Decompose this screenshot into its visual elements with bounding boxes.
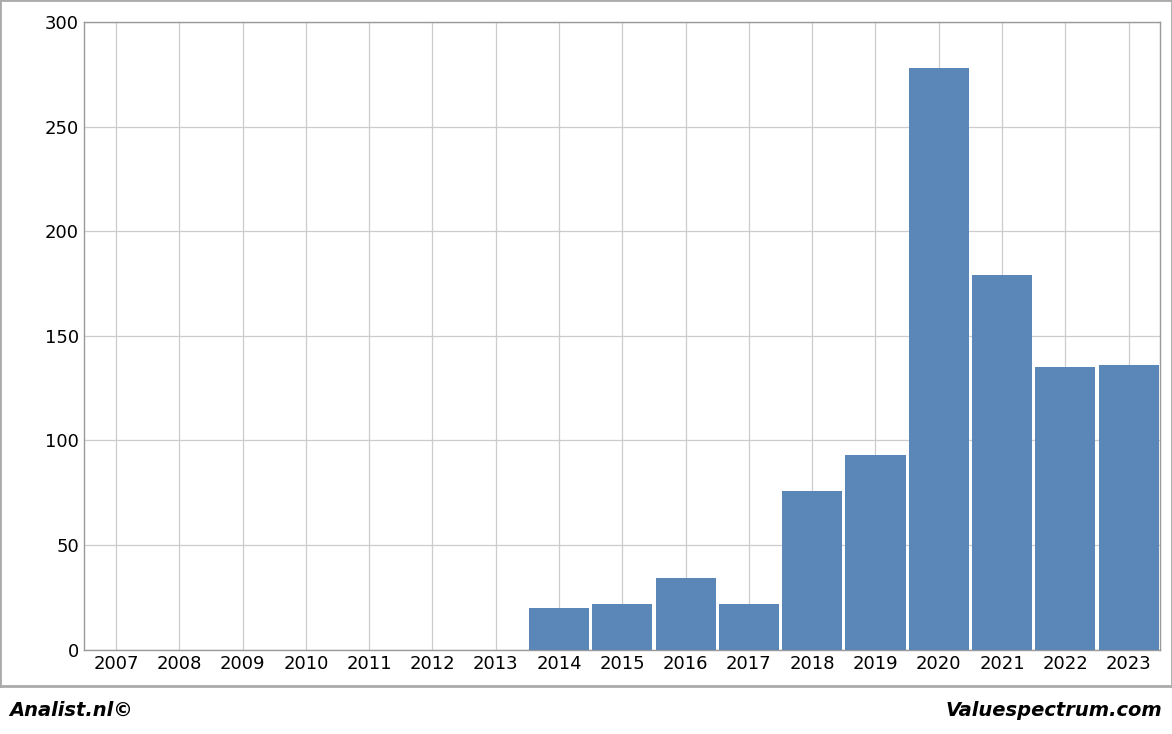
Bar <box>845 455 906 650</box>
Bar <box>592 603 653 650</box>
Bar <box>655 578 716 650</box>
Bar <box>1098 365 1159 650</box>
Text: Analist.nl©: Analist.nl© <box>9 701 134 719</box>
Bar <box>908 68 969 650</box>
Bar <box>718 603 779 650</box>
Bar <box>972 275 1033 650</box>
Text: Valuespectrum.com: Valuespectrum.com <box>946 701 1163 719</box>
Bar <box>1035 367 1096 650</box>
Bar <box>782 490 843 650</box>
Bar <box>529 608 590 650</box>
